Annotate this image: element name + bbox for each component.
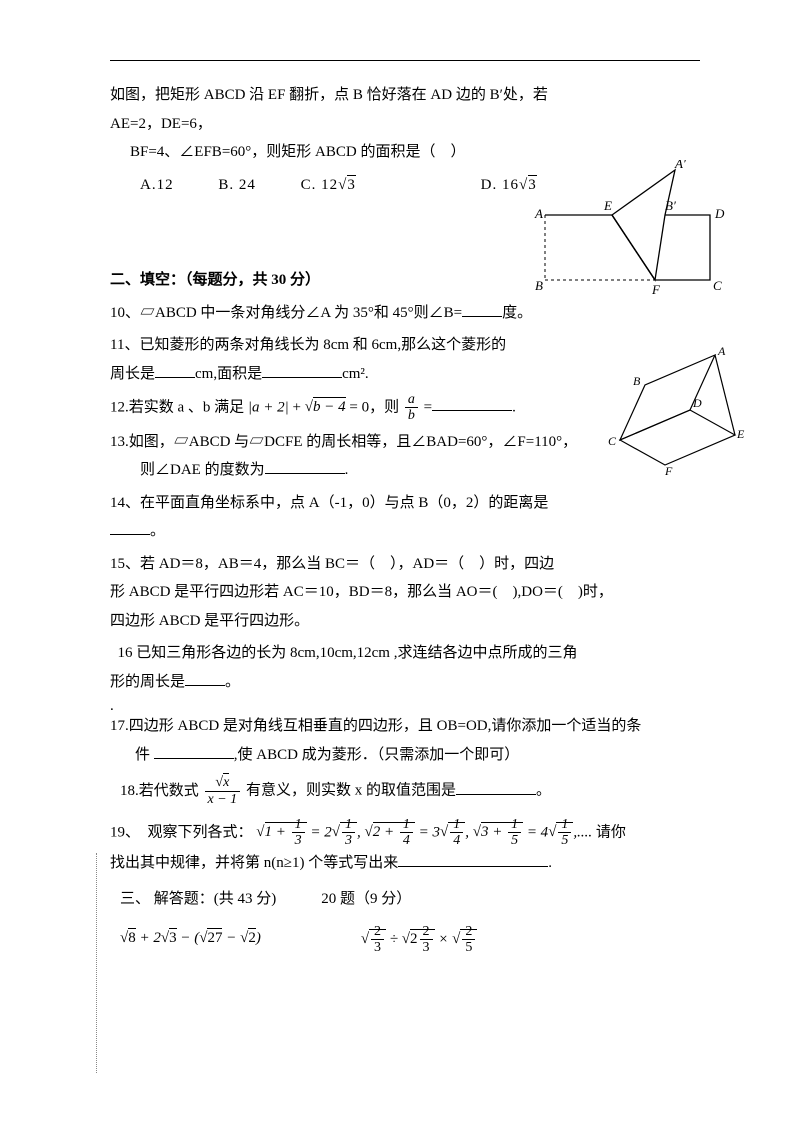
question-20: 8 + 23 − (27 − 2) 23 ÷ 223 × 25 [120,924,700,956]
q18-a: 18.若代数式 [120,783,199,799]
q11-blank2 [262,363,342,378]
q16-l1: 16 已知三角形各边的长为 8cm,10cm,12cm ,求连结各边中点所成的三… [110,645,577,661]
q9-choice-b: B. 24 [218,177,256,193]
svg-text:E: E [603,198,612,213]
q14-line1: 14、在平面直角坐标系中，点 A（-1，0）与点 B（0，2）的距离是 [110,495,548,511]
question-9: 如图，把矩形 ABCD 沿 EF 翻折，点 B 恰好落在 AD 边的 B′处，若… [110,81,700,167]
q13-line1: 13.如图，▱ABCD 与▱DCFE 的周长相等，且∠BAD=60°，∠F=11… [110,434,577,450]
q10-text-b: 度。 [502,305,532,321]
svg-text:B: B [633,374,641,388]
q16-l2a: 形的周长是 [110,674,185,690]
q11-b: 周长是 [110,366,155,382]
svg-text:A: A [717,345,726,358]
q18-frac: x x − 1 [205,775,241,807]
q10-text-a: 10、▱ABCD 中一条对角线分∠A 为 35°和 45°则∠B= [110,305,462,321]
q12-a: 12.若实数 a 、b 满足 [110,399,244,415]
question-15: 15、若 AD＝8，AB＝4，那么当 BC＝（ ），AD＝（ ）时，四边 形 A… [110,550,700,636]
stray-dot: . [110,700,700,712]
q20-expr2: 23 ÷ 223 × 25 [361,924,478,956]
q18-b: 有意义，则实数 x 的取值范围是 [246,783,456,799]
svg-text:A: A [534,206,543,221]
q16-l2b: 。 [225,674,240,690]
q17-l1: 17.四边形 ABCD 是对角线互相垂直的四边形，且 OB=OD,请你添加一个适… [110,718,641,734]
q11-c: cm,面积是 [195,366,262,382]
q12-eq0: = 0，则 [346,399,399,415]
q12-abs: |a + 2| [248,399,289,415]
question-16: 16 已知三角形各边的长为 8cm,10cm,12cm ,求连结各边中点所成的三… [110,639,700,696]
margin-dotted-line [96,853,106,1073]
svg-text:F: F [651,282,661,297]
q15-l1: 15、若 AD＝8，AB＝4，那么当 BC＝（ ），AD＝（ ）时，四边 [110,556,554,572]
svg-text:C: C [713,278,722,293]
q9-line1: 如图，把矩形 ABCD 沿 EF 翻折，点 B 恰好落在 AD 边的 B′处，若 [110,87,548,103]
q9-choice-a: A.12 [140,177,174,193]
q13-line2a: 则∠DAE 的度数为 [140,462,265,478]
q18-blank [456,780,536,795]
q18-c: 。 [536,783,551,799]
q11-d: cm². [342,366,369,382]
question-17: 17.四边形 ABCD 是对角线互相垂直的四边形，且 OB=OD,请你添加一个适… [110,712,700,769]
q15-l2: 形 ABCD 是平行四边形若 AC＝10，BD＝8，那么当 AO＝( ),DO＝… [110,584,613,600]
section-3-header: 三、 解答题：(共 43 分) 20 题（9 分） [120,885,700,914]
q14-blank [110,520,150,535]
q12-blank [432,396,512,411]
question-11: 11、已知菱形的两条对角线长为 8cm 和 6cm,那么这个菱形的 周长是 cm,… [110,331,590,388]
svg-text:A′: A′ [674,160,686,171]
q17-l2a: 件 [135,747,154,763]
svg-text:E: E [736,427,745,441]
q19-blank [398,852,548,867]
q11-blank1 [155,363,195,378]
q13-line2b: . [345,462,349,478]
svg-text:C: C [608,434,617,448]
svg-text:B′: B′ [665,198,676,213]
q19-a: 19、 观察下列各式： [110,824,253,840]
q11-a: 11、已知菱形的两条对角线长为 8cm 和 6cm,那么这个菱形的 [110,337,506,353]
svg-text:B: B [535,278,543,293]
q9-line2: AE=2，DE=6， [110,116,212,132]
question-14: 14、在平面直角坐标系中，点 A（-1，0）与点 B（0，2）的距离是 。 [110,489,700,546]
q19-l2b: . [548,855,552,871]
question-19: 19、 观察下列各式： 1 + 13 = 213, 2 + 14 = 314, … [110,817,700,877]
q13-blank [265,459,345,474]
question-18: 18.若代数式 x x − 1 有意义，则实数 x 的取值范围是 。 [110,775,700,807]
svg-text:F: F [664,464,673,475]
page-top-rule [110,60,700,61]
q12-frac: ab [405,392,418,424]
diagram-q13: A B D C E F [605,345,745,475]
svg-text:D: D [714,206,725,221]
q20-expr1: 8 + 23 − (27 − 2) [120,924,261,956]
q17-blank [154,744,234,759]
q9-choice-c: C. 123 [301,177,436,193]
q12-period: . [512,399,516,415]
q12-plus: + [289,399,305,415]
q16-blank [185,671,225,686]
q19-l2a: 找出其中规律，并将第 n(n≥1) 个等式写出来 [110,855,398,871]
q19-tail: 请你 [596,824,626,840]
q10-blank [462,302,502,317]
diagram-q9: A′ A E B′ D B F C [530,160,730,300]
q14-line2b: 。 [150,523,165,539]
svg-text:D: D [692,396,702,410]
q12-sqrt: b − 4 [313,397,346,415]
q9-line3: BF=4、∠EFB=60°，则矩形 ABCD 的面积是（ ） [130,144,465,160]
question-10: 10、▱ABCD 中一条对角线分∠A 为 35°和 45°则∠B= 度。 [110,299,700,328]
q17-l2b: ,使 ABCD 成为菱形．（只需添加一个即可） [234,747,519,763]
q15-l3: 四边形 ABCD 是平行四边形。 [110,613,309,629]
q12-eq: = [424,399,432,415]
q19-eq-series: 1 + 13 = 213, 2 + 14 = 314, 3 + 15 = 415… [256,822,596,840]
